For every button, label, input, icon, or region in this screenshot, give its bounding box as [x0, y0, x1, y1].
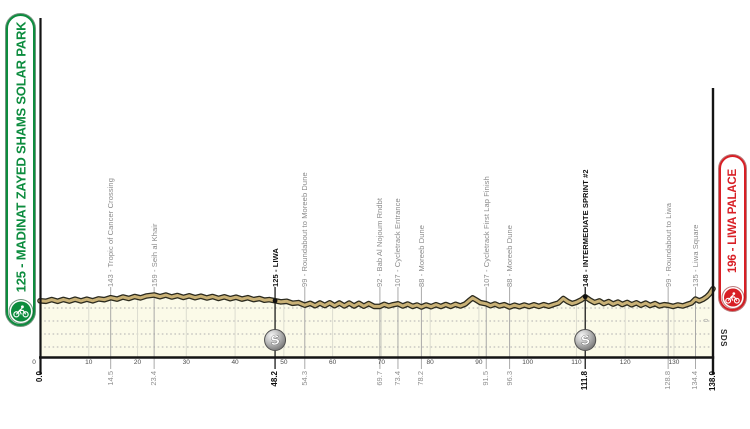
axis-tick-label: 40: [231, 358, 239, 366]
waypoint-label: 99 - Roundabout to Moreeb Dune: [300, 172, 310, 287]
axis-tick-label: 120: [619, 358, 631, 366]
km-label: 14.5: [105, 371, 115, 386]
km-label: 138.0: [708, 371, 717, 392]
axis-tick-label: 50: [280, 358, 288, 366]
km-label: 91.5: [481, 371, 491, 386]
sprint-icon: S: [574, 329, 597, 351]
km-label: 0.0: [35, 371, 44, 383]
km-label: 23.4: [149, 371, 159, 386]
km-label: 48.2: [270, 371, 280, 387]
km-label: 96.3: [504, 371, 514, 386]
km-label: 78.2: [416, 371, 426, 386]
axis-tick-label: 100: [522, 358, 534, 366]
axis-tick-label: 70: [377, 358, 385, 366]
waypoint-label: 125 - LIWA: [270, 248, 280, 287]
sprint-icon: S: [264, 329, 287, 351]
km-label: 73.4: [392, 371, 402, 386]
waypoint-label: 107 - Cycletrack First Lap Finish: [481, 176, 491, 287]
start-banner: 125 - MADINAT ZAYED SHAMS SOLAR PARK: [6, 14, 35, 326]
axis-tick-label: 130: [668, 358, 680, 366]
waypoint-label: 88 - Moreeb Dune: [416, 224, 426, 287]
finish-banner-label: 196 - LIWA PALACE: [726, 169, 739, 273]
sds-branding: SDS: [719, 329, 728, 347]
waypoint-label: 107 - Cycletrack Entrance: [393, 198, 403, 287]
waypoint-label: 143 - Tropic of Cancer Crossing: [106, 178, 116, 287]
waypoint-dot: [582, 294, 588, 300]
waypoint-dot: [272, 298, 278, 304]
elevation-zero-label: 0: [704, 318, 710, 322]
axis-tick-label: 10: [85, 358, 93, 366]
waypoint-label: 99 - Roundabout to Liwa: [663, 202, 673, 287]
axis-tick-label: 90: [475, 358, 483, 366]
km-label: 128.8: [663, 371, 673, 390]
finish-banner: 196 - LIWA PALACE: [719, 155, 746, 311]
axis-tick-label: 30: [182, 358, 190, 366]
km-label: 54.3: [299, 371, 309, 386]
start-banner-label: 125 - MADINAT ZAYED SHAMS SOLAR PARK: [13, 21, 28, 293]
km-label: 134.4: [690, 371, 700, 390]
axis-tick-label: 110: [571, 358, 582, 366]
start-cyclist-icon: [9, 300, 32, 323]
road-path: [38, 287, 715, 309]
waypoint-label: 135 - Liwa Square: [690, 224, 700, 287]
axis-tick-label: 20: [133, 358, 142, 366]
waypoint-label: 92 - Bab Al Nojoum Rndbt: [375, 197, 385, 287]
km-label: 111.8: [580, 371, 590, 391]
waypoint-label: 159 - Seih al Khair: [149, 223, 159, 287]
waypoint-label: 148 - INTERMEDIATE SPRINT #2: [580, 169, 590, 287]
km-label: 69.7: [374, 371, 384, 386]
axis-tick-label: 0: [32, 358, 36, 366]
finish-cyclist-icon: [722, 287, 743, 308]
axis-tick-label: 60: [328, 358, 337, 366]
waypoint-label: 88 - Moreeb Dune: [505, 224, 515, 287]
axis-tick-label: 80: [426, 358, 434, 366]
